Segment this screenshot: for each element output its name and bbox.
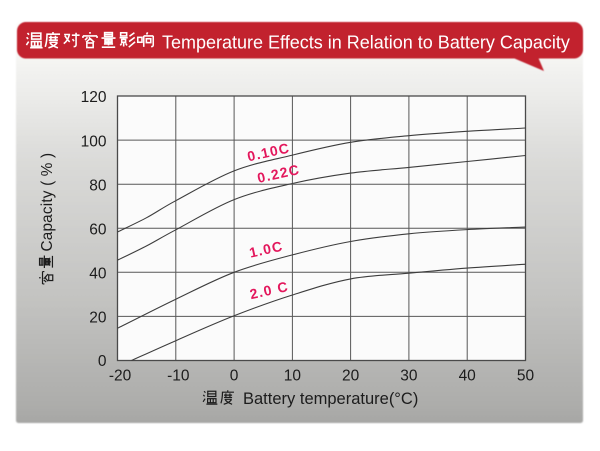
svg-text:40: 40 (89, 266, 107, 283)
svg-text:0: 0 (230, 367, 239, 384)
svg-text:40: 40 (459, 367, 477, 384)
svg-text:Battery temperature(°C): Battery temperature(°C) (243, 390, 418, 408)
svg-text:Capacity ( % ): Capacity ( % ) (39, 153, 56, 252)
svg-text:0: 0 (98, 353, 107, 370)
svg-text:1.0C: 1.0C (248, 238, 285, 261)
svg-text:60: 60 (89, 221, 107, 238)
svg-text:Temperature Effects in Relatio: Temperature Effects in Relation to Batte… (162, 33, 570, 53)
svg-text:-20: -20 (109, 367, 132, 384)
svg-text:20: 20 (89, 310, 107, 327)
svg-text:-10: -10 (167, 367, 190, 384)
svg-text:30: 30 (400, 367, 418, 384)
svg-text:80: 80 (89, 177, 107, 194)
svg-text:20: 20 (342, 367, 360, 384)
svg-text:100: 100 (81, 133, 107, 150)
svg-text:120: 120 (81, 89, 107, 106)
svg-text:10: 10 (284, 367, 302, 384)
svg-text:50: 50 (517, 367, 535, 384)
